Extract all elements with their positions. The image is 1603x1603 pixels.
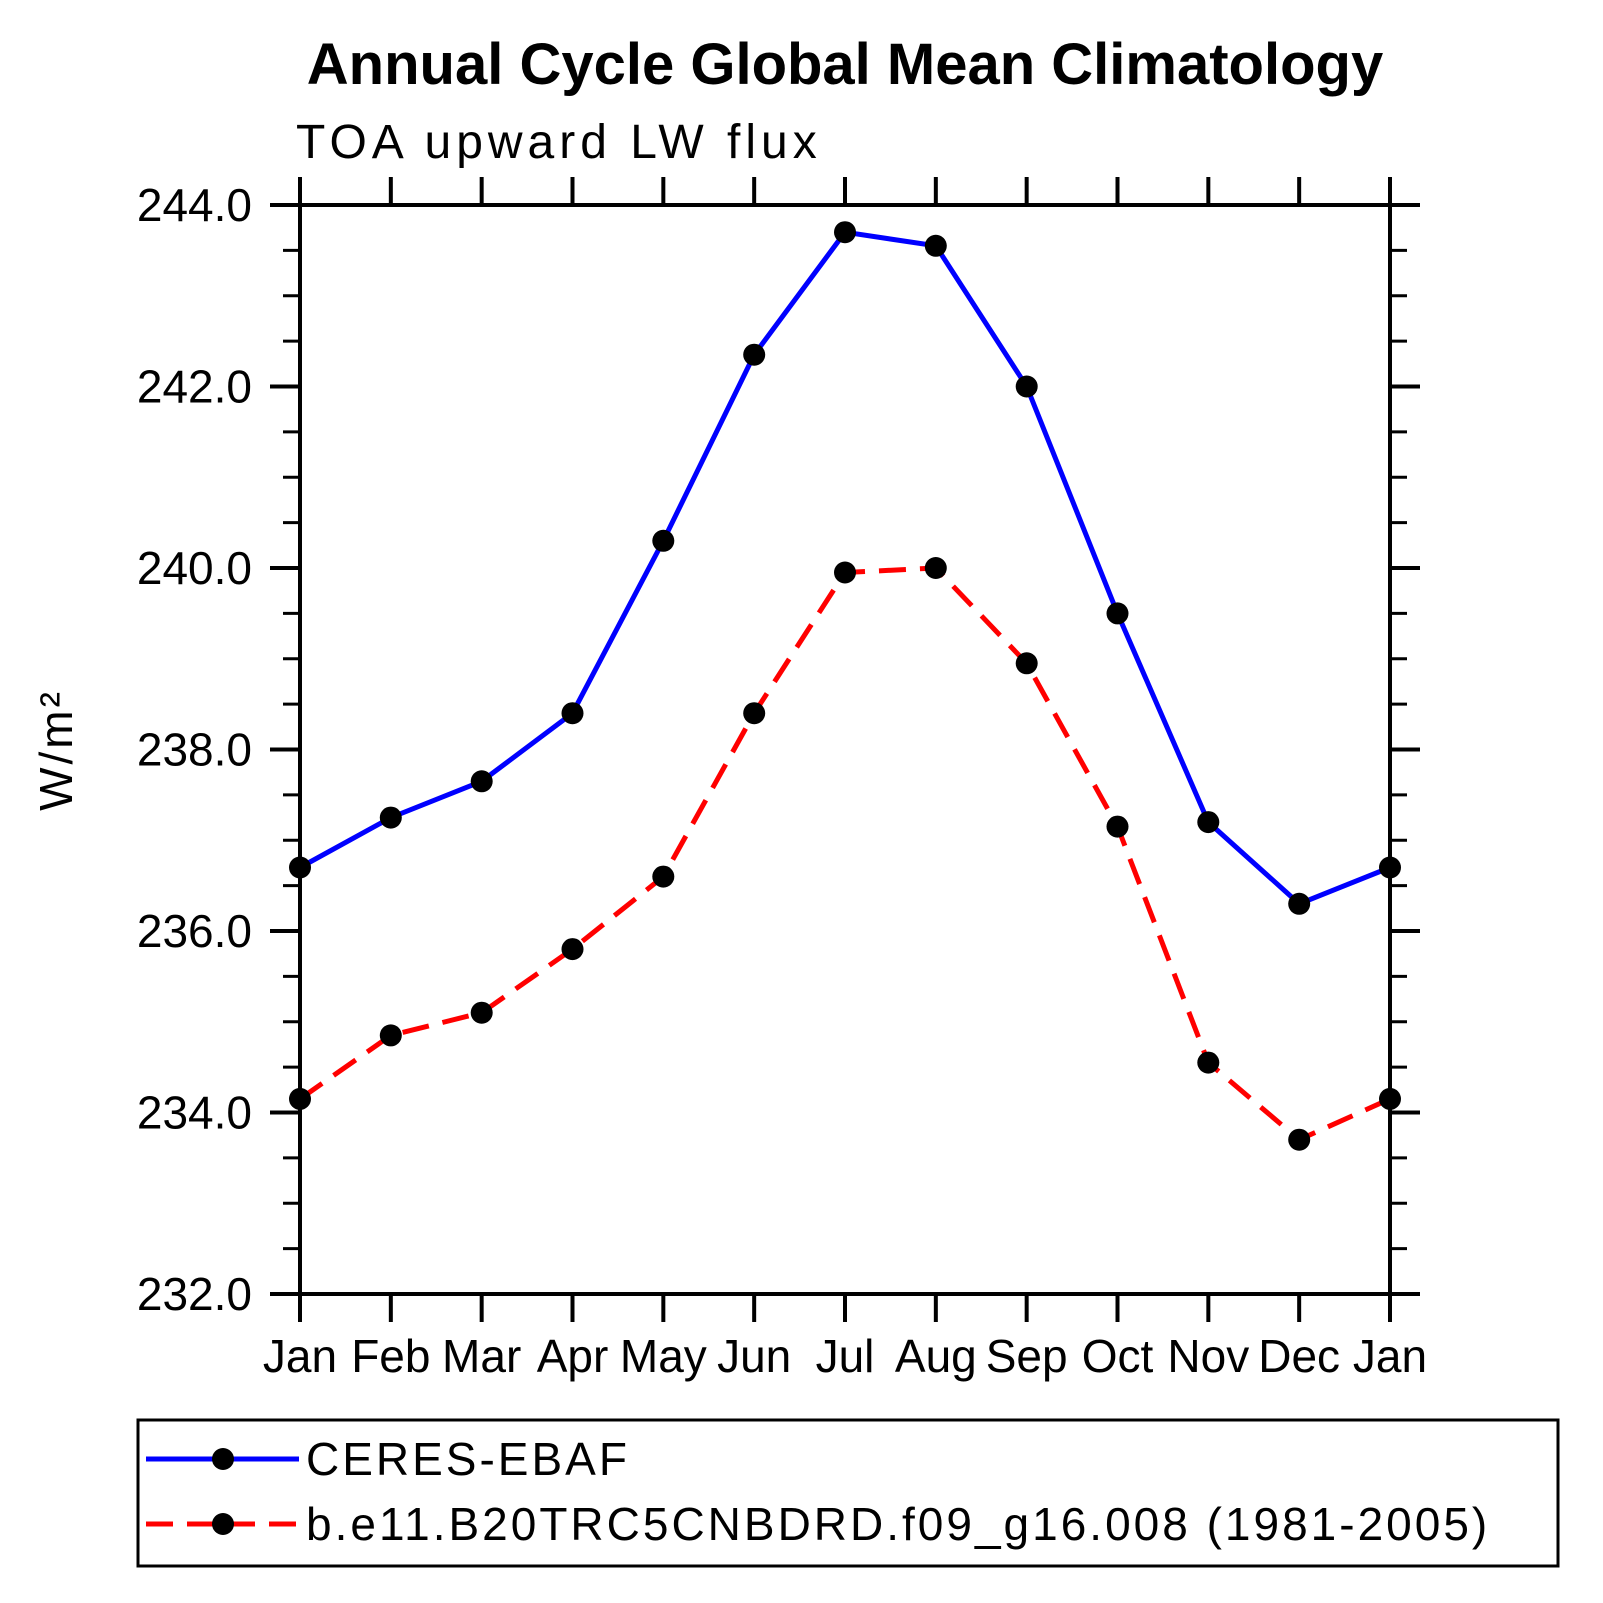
- data-point-marker: [834, 561, 856, 584]
- data-point-marker: [1106, 815, 1129, 838]
- data-point-marker: [1197, 811, 1220, 834]
- data-point-marker: [561, 938, 584, 961]
- data-point-marker: [1288, 1128, 1311, 1151]
- data-point-marker: [1015, 375, 1038, 398]
- data-point-marker: [1288, 892, 1311, 915]
- data-point-marker: [379, 806, 402, 829]
- data-point-marker: [561, 702, 584, 725]
- y-tick-label: 234.0: [137, 1087, 252, 1139]
- data-point-marker: [470, 770, 493, 793]
- x-tick-label: Nov: [1167, 1330, 1249, 1382]
- chart-title: Annual Cycle Global Mean Climatology: [307, 32, 1383, 97]
- data-point-marker: [652, 865, 675, 888]
- y-tick-label: 238.0: [137, 724, 252, 776]
- series-line-1: [298, 565, 1392, 1143]
- x-tick-label: Aug: [895, 1330, 977, 1382]
- data-point-marker: [289, 1087, 311, 1110]
- chart-subtitle: TOA upward LW flux: [296, 116, 822, 169]
- data-point-marker: [1197, 1051, 1220, 1074]
- x-tick-label: Jan: [1353, 1330, 1427, 1382]
- x-tick-label: Apr: [537, 1330, 609, 1382]
- x-tick-label: May: [620, 1330, 707, 1382]
- data-point-marker: [924, 234, 947, 257]
- y-tick-label: 236.0: [137, 905, 252, 957]
- x-tick-label: Sep: [986, 1330, 1068, 1382]
- data-point-marker: [1379, 1087, 1401, 1110]
- x-tick-label: Dec: [1258, 1330, 1340, 1382]
- y-tick-label: 242.0: [137, 361, 252, 413]
- legend-label-0: CERES-EBAF: [306, 1433, 630, 1485]
- data-point-marker: [1015, 652, 1038, 675]
- x-tick-label: Jul: [816, 1330, 875, 1382]
- data-point-marker: [834, 221, 856, 244]
- data-point-marker: [652, 529, 675, 552]
- data-point-marker: [470, 1001, 493, 1024]
- data-point-marker: [1379, 856, 1401, 879]
- legend-label-1: b.e11.B20TRC5CNBDRD.f09_g16.008 (1981-20…: [306, 1498, 1490, 1550]
- x-tick-label: Feb: [351, 1330, 430, 1382]
- x-tick-label: Jan: [263, 1330, 337, 1382]
- x-tick-label: Mar: [442, 1330, 521, 1382]
- y-tick-label: 232.0: [137, 1268, 252, 1320]
- legend-marker-1: [212, 1513, 234, 1535]
- data-point-marker: [1106, 602, 1129, 625]
- data-point-marker: [924, 557, 947, 579]
- legend-marker-0: [212, 1448, 234, 1470]
- x-tick-label: Oct: [1082, 1330, 1154, 1382]
- legend-box: [136, 1418, 1560, 1568]
- data-point-marker: [379, 1024, 402, 1047]
- data-point-marker: [743, 702, 766, 725]
- x-tick-label: Jun: [717, 1330, 791, 1382]
- plot-frame: [298, 203, 1392, 1296]
- data-point-marker: [289, 856, 311, 879]
- y-tick-label: 240.0: [137, 542, 252, 594]
- data-point-marker: [743, 343, 766, 366]
- y-axis-label: W/m²: [30, 689, 82, 811]
- y-tick-label: 244.0: [137, 179, 252, 231]
